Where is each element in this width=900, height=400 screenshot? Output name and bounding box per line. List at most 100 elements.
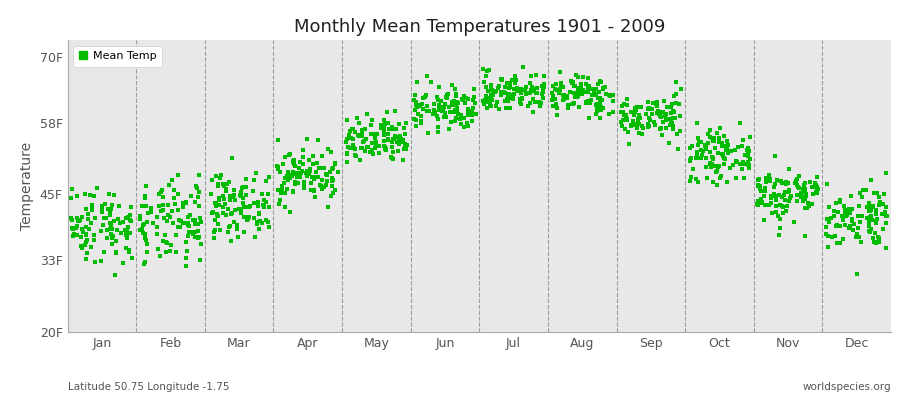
Point — [179, 200, 194, 206]
Point — [153, 208, 167, 214]
Point — [809, 184, 824, 190]
Point — [861, 228, 876, 234]
Point — [580, 75, 595, 81]
Point — [482, 97, 496, 103]
Point — [300, 135, 314, 142]
Point — [741, 145, 755, 151]
Point — [356, 133, 370, 140]
Point — [669, 79, 683, 85]
Point — [434, 104, 448, 110]
Point — [507, 77, 521, 83]
Point — [751, 182, 765, 189]
Point — [443, 109, 457, 115]
Point — [138, 195, 152, 201]
Point — [702, 149, 716, 156]
Point — [778, 196, 793, 203]
Point — [690, 142, 705, 149]
Point — [122, 249, 136, 255]
Point — [669, 91, 683, 98]
Point — [303, 168, 318, 175]
Point — [508, 80, 522, 86]
Point — [692, 139, 706, 145]
Point — [312, 182, 327, 188]
Point — [769, 203, 783, 210]
Point — [667, 109, 681, 116]
Point — [632, 112, 646, 118]
Point — [328, 187, 342, 194]
Point — [500, 96, 515, 102]
Point — [233, 206, 248, 212]
Point — [764, 195, 778, 202]
Point — [521, 103, 535, 110]
Point — [181, 222, 195, 228]
Point — [753, 183, 768, 189]
Point — [694, 138, 708, 145]
Text: Latitude 50.75 Longitude -1.75: Latitude 50.75 Longitude -1.75 — [68, 382, 229, 392]
Point — [323, 149, 338, 156]
Point — [829, 199, 843, 206]
Point — [698, 141, 713, 148]
Point — [782, 187, 796, 194]
Point — [737, 161, 751, 167]
Point — [234, 210, 248, 216]
Point — [878, 220, 893, 226]
Point — [226, 218, 240, 225]
Point — [700, 131, 715, 138]
Point — [237, 184, 251, 190]
Point — [191, 194, 205, 200]
Point — [528, 99, 543, 105]
Point — [320, 178, 335, 184]
Point — [439, 94, 454, 100]
Point — [536, 84, 551, 90]
Point — [625, 109, 639, 115]
Point — [121, 224, 135, 230]
Point — [111, 215, 125, 222]
Point — [698, 142, 712, 149]
Point — [217, 196, 231, 202]
Point — [448, 101, 463, 108]
Point — [219, 188, 233, 194]
Point — [499, 105, 513, 111]
Point — [182, 228, 196, 235]
Title: Monthly Mean Temperatures 1901 - 2009: Monthly Mean Temperatures 1901 - 2009 — [293, 18, 665, 36]
Point — [863, 206, 878, 213]
Point — [273, 169, 287, 175]
Point — [526, 109, 540, 115]
Point — [283, 175, 297, 181]
Point — [81, 226, 95, 232]
Point — [506, 91, 520, 98]
Point — [866, 234, 880, 241]
Point — [670, 146, 685, 152]
Point — [315, 153, 329, 159]
Point — [644, 106, 659, 113]
Point — [650, 102, 664, 109]
Point — [579, 100, 593, 106]
Point — [476, 98, 491, 104]
Point — [97, 249, 112, 255]
Point — [566, 79, 580, 86]
Point — [251, 199, 266, 205]
Point — [592, 95, 607, 102]
Point — [228, 206, 242, 213]
Point — [704, 164, 718, 171]
Point — [104, 231, 118, 237]
Point — [868, 207, 883, 213]
Point — [165, 208, 179, 214]
Point — [288, 162, 302, 169]
Point — [346, 136, 361, 143]
Point — [633, 114, 647, 121]
Point — [526, 86, 541, 93]
Point — [304, 180, 319, 186]
Point — [456, 97, 471, 103]
Point — [571, 93, 585, 99]
Point — [664, 110, 679, 116]
Point — [454, 112, 468, 118]
Point — [330, 169, 345, 176]
Point — [483, 82, 498, 88]
Point — [262, 223, 276, 230]
Point — [140, 248, 154, 255]
Point — [561, 104, 575, 111]
Point — [247, 200, 261, 206]
Point — [65, 224, 79, 231]
Point — [104, 202, 119, 208]
